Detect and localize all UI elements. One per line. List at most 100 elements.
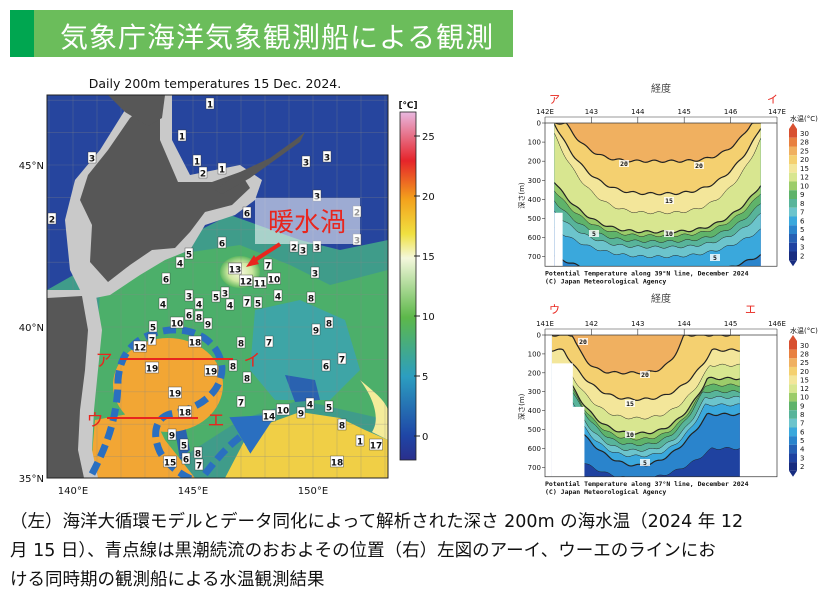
svg-text:3: 3: [222, 290, 228, 300]
svg-text:8: 8: [196, 314, 202, 324]
colorbar-swatch: [789, 384, 797, 393]
colorbar-swatch: [789, 392, 797, 402]
svg-text:3: 3: [324, 154, 330, 164]
seafloor-mask: [551, 363, 585, 477]
svg-text:3: 3: [186, 293, 192, 303]
svg-text:4: 4: [160, 301, 166, 311]
contour-label: 15: [664, 197, 674, 205]
colorbar-swatch: [789, 199, 797, 208]
svg-text:6: 6: [219, 240, 225, 250]
svg-text:5: 5: [592, 230, 596, 238]
map-frame: [46, 94, 389, 479]
svg-text:19: 19: [146, 365, 159, 375]
isotherm-line: [554, 190, 761, 238]
section-colorbar-tick: 8: [800, 411, 804, 419]
isotherm-line: [554, 227, 761, 259]
section-colorbar-tick: 28: [800, 350, 809, 358]
colorbar-bottom-arrow-icon: [789, 260, 797, 267]
lon-tick-label: 143: [585, 108, 598, 116]
section-colorbar-tick: 9: [800, 191, 804, 199]
section-colorbar-tick: 10: [800, 394, 809, 402]
contour-label: 15: [625, 400, 635, 408]
temperature-map: 1131213323622333654137361211103534447548…: [47, 95, 388, 478]
station-label: 15: [163, 455, 177, 469]
station-label: 2: [198, 166, 208, 180]
station-label: 4: [305, 397, 315, 411]
station-label: 3: [220, 286, 230, 300]
depth-tick-label: 100: [528, 350, 541, 358]
colorbar-swatch: [789, 155, 797, 164]
eddy-label: 暖水渦: [268, 208, 346, 238]
colorbar-swatch: [789, 207, 797, 217]
svg-text:1: 1: [194, 158, 200, 168]
contour-label: 20: [578, 338, 588, 346]
colorbar-swatch: [789, 190, 797, 199]
depth-tick-label: 0: [537, 120, 541, 128]
station-label: 6: [242, 206, 252, 220]
isotherm-line: [551, 363, 740, 420]
section-right-label: イ: [767, 93, 778, 106]
svg-text:4: 4: [307, 401, 313, 411]
svg-text:4: 4: [275, 293, 281, 303]
section-colorbar-tick: 15: [800, 165, 809, 173]
isotherm-band: [551, 335, 740, 374]
svg-text:17: 17: [370, 442, 383, 452]
station-label: 7: [194, 458, 204, 472]
depth-tick-label: 0: [537, 332, 541, 340]
svg-text:5: 5: [255, 300, 261, 310]
station-label: 19: [204, 364, 218, 378]
isotherm-line: [551, 348, 740, 401]
station-label: 8: [306, 291, 316, 305]
svg-text:4: 4: [196, 301, 202, 311]
station-label: 17: [369, 438, 383, 452]
section-colorbar-tick: 10: [800, 182, 809, 190]
svg-text:2: 2: [200, 170, 206, 180]
station-label: 4: [273, 289, 283, 303]
station-label: 11: [253, 276, 267, 290]
label-e: エ: [208, 411, 225, 431]
section-colorbar-tick: 30: [800, 342, 809, 350]
svg-text:9: 9: [169, 432, 175, 442]
svg-text:9: 9: [313, 327, 319, 337]
station-label: 10: [170, 316, 184, 330]
svg-text:8: 8: [326, 320, 332, 330]
station-label: 4: [194, 297, 204, 311]
svg-text:8: 8: [238, 340, 244, 350]
section-colorbar-tick: 5: [800, 437, 804, 445]
colorbar-swatch: [789, 137, 797, 147]
station-label: 4: [225, 298, 235, 312]
station-label: 10: [276, 403, 290, 417]
banner-accent: [10, 10, 34, 57]
svg-text:6: 6: [244, 210, 250, 220]
svg-text:3: 3: [89, 155, 95, 165]
sakhalin-land: [108, 95, 165, 126]
isotherm-band: [554, 123, 761, 163]
section-colorbar-tick: 8: [800, 200, 804, 208]
station-label: 19: [168, 386, 182, 400]
depth-tick-label: 300: [528, 388, 541, 396]
station-label: 6: [321, 359, 331, 373]
station-label: 4: [158, 297, 168, 311]
colorbar-swatch: [789, 436, 797, 445]
section-colorbar-tick: 25: [800, 359, 809, 367]
isotherm-line: [554, 132, 761, 215]
svg-text:6: 6: [183, 456, 189, 466]
svg-text:10: 10: [277, 407, 290, 417]
depth-tick-label: 600: [528, 445, 541, 453]
section-colorbar-tick: 30: [800, 130, 809, 138]
contour-label: 5: [589, 230, 599, 238]
lat-label: 45°N: [19, 161, 44, 172]
svg-text:5: 5: [186, 251, 192, 261]
section-colorbar-tick: 5: [800, 226, 804, 234]
isotherm-line: [554, 123, 761, 163]
section-colorbar-tick: 6: [800, 428, 805, 436]
station-label: 3: [298, 243, 308, 257]
section-colorbar-tick: 25: [800, 147, 809, 155]
svg-text:1: 1: [219, 166, 225, 176]
colorbar-ticks: 25 20 15 10 5 0: [414, 132, 435, 443]
station-label: 1: [217, 162, 227, 176]
depth-tick-label: 400: [528, 407, 541, 415]
caption-line: ける同時期の観測船による水温観測結果: [10, 570, 325, 590]
isotherm-line: [551, 376, 740, 435]
svg-text:3: 3: [314, 193, 320, 203]
